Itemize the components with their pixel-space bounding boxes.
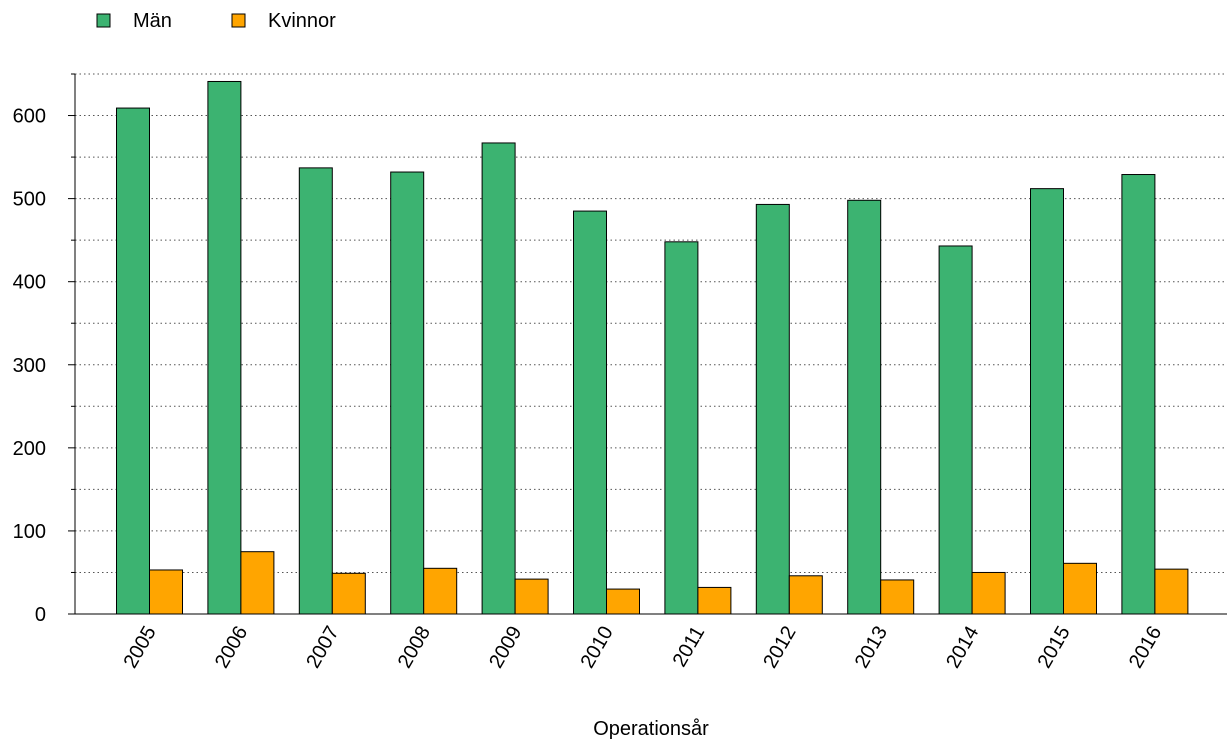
bar-män-2016 xyxy=(1121,174,1156,615)
x-tick-label: 2016 xyxy=(1125,623,1166,673)
bar-kvinnor-2006 xyxy=(240,551,275,615)
bar-kvinnor-2015 xyxy=(1063,562,1097,615)
bar-kvinnor-2011 xyxy=(697,586,732,615)
bar-kvinnor-2013 xyxy=(880,579,915,615)
bar-män-2010 xyxy=(573,210,607,615)
bar-kvinnor-2010 xyxy=(606,588,640,615)
bar-män-2015 xyxy=(1030,188,1064,615)
y-tick-label: 0 xyxy=(35,604,46,626)
bar-män-2009 xyxy=(481,142,516,615)
x-axis-title: Operationsår xyxy=(593,718,709,740)
bar-män-2014 xyxy=(938,245,973,615)
x-tick-label: 2013 xyxy=(851,623,892,673)
bar-män-2011 xyxy=(664,241,699,615)
bar-män-2013 xyxy=(847,199,882,615)
y-tick-label: 300 xyxy=(13,355,46,377)
bar-kvinnor-2009 xyxy=(514,578,549,615)
bar-kvinnor-2008 xyxy=(423,567,458,615)
bar-män-2006 xyxy=(207,80,242,615)
legend-swatch-kvinnor xyxy=(231,13,246,28)
x-tick-label: 2010 xyxy=(577,623,618,673)
bar-kvinnor-2016 xyxy=(1154,568,1189,615)
bars xyxy=(116,80,1189,615)
x-tick-label: 2007 xyxy=(302,623,343,673)
bar-män-2005 xyxy=(116,107,150,615)
bar-män-2008 xyxy=(390,171,425,615)
bar-män-2007 xyxy=(298,167,333,615)
y-tick-label: 600 xyxy=(13,106,46,128)
bar-kvinnor-2014 xyxy=(971,571,1006,615)
x-tick-label: 2008 xyxy=(394,623,435,673)
x-tick-label: 2011 xyxy=(669,623,710,671)
x-tick-label: 2005 xyxy=(120,623,161,673)
legend-label-kvinnor: Kvinnor xyxy=(268,10,336,32)
x-tick-label: 2014 xyxy=(942,623,983,673)
legend-swatch-män xyxy=(96,13,111,28)
y-tick-label: 500 xyxy=(13,189,46,211)
y-tick-label: 200 xyxy=(13,438,46,460)
bar-män-2012 xyxy=(755,203,790,615)
x-tick-label: 2012 xyxy=(759,623,800,673)
bar-kvinnor-2012 xyxy=(788,575,823,615)
y-tick-label: 100 xyxy=(13,521,46,543)
x-tick-label: 2009 xyxy=(485,623,526,673)
x-tick-label: 2015 xyxy=(1034,623,1075,673)
legend: Män Kvinnor xyxy=(96,10,336,32)
y-tick-label: 400 xyxy=(13,272,46,294)
legend-label-män: Män xyxy=(133,10,172,32)
bar-kvinnor-2007 xyxy=(331,572,366,615)
x-tick-label: 2006 xyxy=(211,623,252,673)
bar-kvinnor-2005 xyxy=(149,569,183,615)
